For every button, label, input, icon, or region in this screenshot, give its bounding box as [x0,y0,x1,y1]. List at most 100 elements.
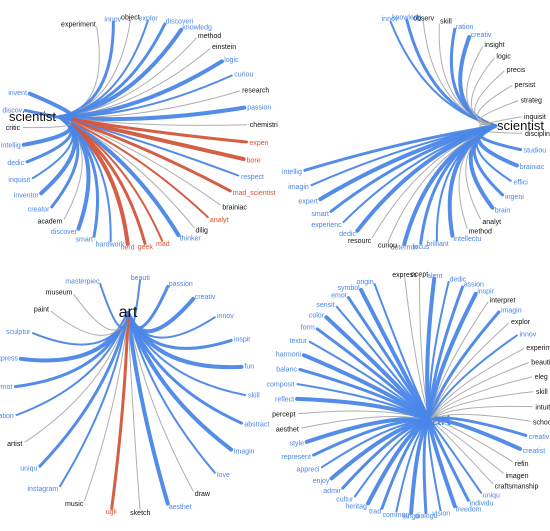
word-label: passion [247,105,271,112]
word-label: heritag [345,504,367,511]
word-label: skill [440,19,452,26]
word-label: uniqu [20,466,37,473]
word-label: hardwork [96,242,125,249]
word-label: enjoy [313,478,330,485]
word-label: inspir [477,289,494,296]
association-edge [110,311,130,510]
word-label: aesthet [276,426,299,433]
word-label: effici [514,180,529,187]
word-label: imagin [288,184,309,191]
word-label: brainiac [222,204,247,211]
association-edge [58,115,246,162]
word-label: analyt [482,219,501,226]
word-label: ncept [411,272,428,279]
word-label: explor [139,15,159,22]
association-edge [58,105,247,122]
word-label: experiment [61,21,96,28]
word-label: style [290,441,305,448]
word-label: beauti [131,275,151,282]
association-edge [38,311,130,468]
word-label: inventor [14,192,40,199]
word-label: appreci [296,467,319,474]
word-label: innov [382,16,399,23]
word-label: artist [7,441,22,448]
word-label: bore [247,157,261,164]
word-label: object [121,15,140,22]
word-label: eleg [535,374,548,381]
association-edge [58,115,232,193]
word-label: origin [356,279,373,286]
association-edge [429,348,524,422]
word-label: textur [290,338,308,345]
association-edge [429,391,534,422]
word-label: percept [272,412,295,419]
association-edge [476,85,513,127]
word-label: dedic [450,277,467,284]
word-label: respect [241,174,264,181]
word-label: love [217,472,230,479]
association-edge [31,116,74,180]
association-edge [429,420,513,463]
word-label: experienc [311,222,342,229]
word-label: sketch [130,510,150,517]
association-edge [58,27,184,119]
association-edge [474,70,505,127]
word-label: persist [515,82,536,89]
word-label: imagin [234,449,255,456]
association-edge [24,312,129,443]
word-label: refin [515,461,529,468]
word-label: symbol [338,285,361,292]
word-label: inspir [234,337,251,344]
word-label: academ [37,219,62,226]
word-label: aesthet [169,504,192,511]
association-edge [18,311,130,363]
word-label: smart [311,211,329,218]
word-label: discov [2,107,22,114]
word-label: discoveri [166,19,194,26]
word-label: express [392,272,417,279]
word-label: emot [0,384,12,391]
word-label: ration [456,24,474,31]
word-label: interpret [490,297,516,304]
word-label: craftsmanship [495,484,539,491]
association-edge [126,311,234,452]
word-label: imagin [501,307,522,314]
association-edge [127,312,141,511]
association-edge [478,100,519,127]
association-edge [303,124,497,172]
hub-label: scientist [9,109,56,124]
association-edge [50,310,129,336]
word-label: skill [536,389,548,396]
word-label: precis [507,67,526,74]
word-label: curiou [378,242,397,249]
association-edge [127,312,216,474]
word-label: method [469,228,492,235]
association-edge [429,362,529,422]
word-label: masterpiec [65,279,100,286]
word-label: expert [298,198,318,205]
association-edge [429,376,533,422]
word-label: determin [391,244,418,251]
word-label: skill [248,393,260,400]
word-label: school [533,419,550,426]
word-label: curiou [234,72,253,79]
word-label: langu [402,513,419,520]
word-label: intellig [1,143,21,150]
word-label: logic [496,54,511,61]
word-label: draw [195,491,211,498]
word-label: discover [51,229,78,236]
word-label: chemistri [250,122,278,129]
word-label: explor [511,319,531,326]
word-label: intuit [535,404,550,411]
hub-label: art [432,412,451,429]
word-label: sculptur [6,329,31,336]
word-label: brilliant [427,241,449,248]
word-label: method [198,33,221,40]
word-label: innov [217,313,234,320]
word-label: creator [28,207,50,214]
word-label: emot [331,293,347,300]
word-label: uniqu [483,493,500,500]
